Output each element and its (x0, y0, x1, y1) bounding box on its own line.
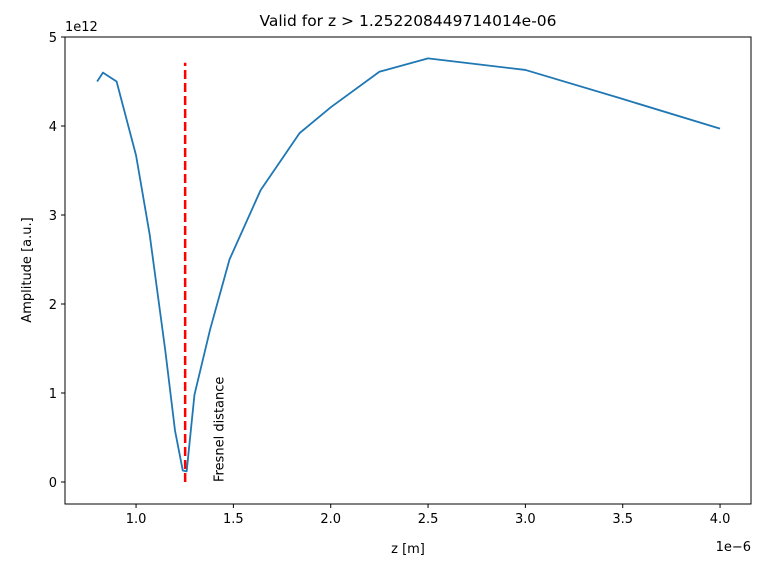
data-line (96, 57, 721, 473)
y-tick-label: 0 (49, 476, 57, 491)
x-axis-label: z [m] (391, 542, 425, 557)
x-tick-label: 3.5 (612, 512, 633, 527)
x-tick-label: 1.0 (126, 512, 147, 527)
y-tick-label: 4 (49, 120, 57, 135)
y-tick-label: 5 (49, 31, 57, 46)
x-tick-label: 3.0 (515, 512, 536, 527)
y-axis-label: Amplitude [a.u.] (20, 217, 35, 322)
plot-frame (64, 36, 752, 505)
x-tick-label: 2.5 (418, 512, 439, 527)
y-tick-label: 2 (49, 298, 57, 313)
y-tick-label: 1 (49, 387, 57, 402)
y-offset-label: 1e12 (65, 20, 98, 35)
x-tick-label: 4.0 (710, 512, 731, 527)
y-tick-label: 3 (49, 209, 57, 224)
x-tick-label: 1.5 (223, 512, 244, 527)
x-tick-label: 2.0 (320, 512, 341, 527)
x-offset-label: 1e−6 (716, 540, 751, 555)
annotation: Fresnel distance (213, 377, 228, 482)
chart-title: Valid for z > 1.252208449714014e-06 (259, 12, 556, 30)
